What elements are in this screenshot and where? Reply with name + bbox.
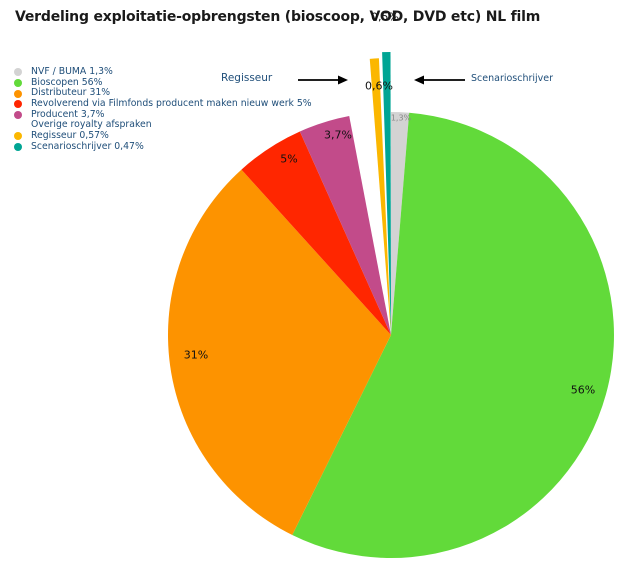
legend-swatch-icon bbox=[14, 79, 22, 88]
legend-item-distributeur: Distributeur 31% bbox=[14, 88, 312, 99]
legend-swatch-icon bbox=[14, 111, 22, 120]
label-bioscopen: 56% bbox=[570, 383, 596, 397]
legend-item-bioscopen: Bioscopen 56% bbox=[14, 77, 312, 89]
legend-item-overige: Overige royalty afspraken bbox=[14, 120, 312, 131]
legend-item-regisseur: Regisseur 0,57% bbox=[14, 130, 312, 142]
legend-swatch-icon bbox=[14, 89, 22, 98]
label-nvf: 1,3% bbox=[390, 113, 412, 123]
legend-swatch-icon bbox=[14, 100, 22, 109]
label-distributeur: 31% bbox=[183, 348, 209, 362]
arrow-right-icon bbox=[298, 75, 348, 85]
label-revolverend: 5% bbox=[280, 152, 298, 166]
pie-slice bbox=[369, 58, 391, 335]
legend-item-producent: Producent 3,7% bbox=[14, 109, 312, 121]
label-regisseur: 0,6% bbox=[365, 79, 393, 93]
chart-title: Verdeling exploitatie-opbrengsten (biosc… bbox=[15, 9, 541, 25]
pie-slice bbox=[391, 112, 410, 335]
annotation-scenarioschrijver: Scenarioschrijver bbox=[471, 73, 554, 84]
legend-item-nvf: NVF / BUMA 1,3% bbox=[14, 66, 312, 78]
legend-swatch-icon bbox=[14, 143, 22, 152]
label-producent: 3,7% bbox=[324, 128, 352, 142]
pie-slice bbox=[299, 115, 391, 335]
pie-slice bbox=[292, 112, 614, 558]
legend-item-scenarioschrijver: Scenarioschrijver 0,47% bbox=[14, 141, 312, 153]
annotation-regisseur: Regisseur bbox=[221, 72, 273, 84]
legend-swatch-icon bbox=[14, 132, 22, 141]
label-scenarioschrijver: 0,5% bbox=[371, 10, 399, 24]
legend-item-revolverend: Revolverend via Filmfonds producent make… bbox=[14, 98, 312, 110]
pie-slices bbox=[167, 52, 614, 558]
legend-swatch-icon bbox=[14, 68, 22, 77]
pie-slice bbox=[241, 131, 391, 335]
arrow-left-icon bbox=[414, 75, 465, 85]
pie-slice bbox=[382, 52, 391, 335]
chart-legend: NVF / BUMA 1,3% Bioscopen 56% Distribute… bbox=[14, 66, 312, 153]
pie-slice bbox=[167, 169, 391, 535]
